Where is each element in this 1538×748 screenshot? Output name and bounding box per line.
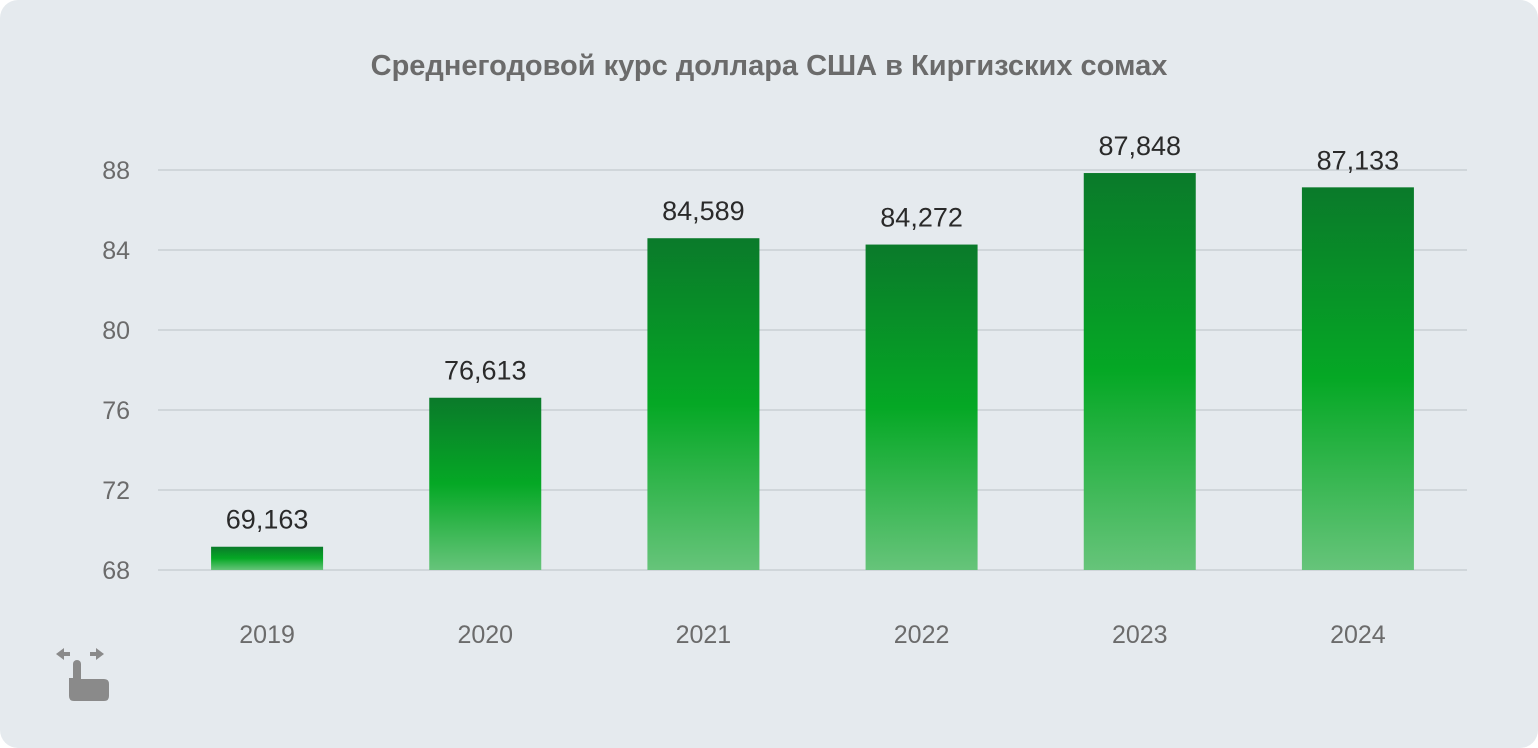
y-tick-label: 84 xyxy=(102,237,130,265)
y-tick-label: 76 xyxy=(102,397,130,425)
bar-value-label: 84,272 xyxy=(880,203,963,233)
bar-2023 xyxy=(1083,173,1196,571)
bar-2022 xyxy=(865,244,978,570)
chart-title: Среднегодовой курс доллара США в Киргизс… xyxy=(370,50,1168,82)
bar-2019 xyxy=(211,546,324,570)
x-tick-label: 2021 xyxy=(676,621,732,649)
x-tick-label: 2020 xyxy=(457,621,513,649)
bar-value-label: 76,613 xyxy=(444,356,527,386)
bar-2021 xyxy=(647,238,760,570)
bar-value-label: 69,163 xyxy=(226,505,309,535)
y-tick-label: 80 xyxy=(102,317,130,345)
bar-2024 xyxy=(1301,187,1414,570)
y-tick-label: 72 xyxy=(102,477,130,505)
x-tick-label: 2024 xyxy=(1330,621,1386,649)
bar-value-label: 84,589 xyxy=(662,196,745,226)
x-tick-label: 2019 xyxy=(239,621,295,649)
bar-value-label: 87,133 xyxy=(1317,145,1400,175)
y-tick-label: 68 xyxy=(102,557,130,585)
x-tick-label: 2023 xyxy=(1112,621,1168,649)
x-tick-label: 2022 xyxy=(894,621,950,649)
bar-value-label: 87,848 xyxy=(1098,131,1181,161)
swipe-horizontal-icon xyxy=(52,644,112,704)
bar-2020 xyxy=(429,397,542,570)
y-tick-label: 88 xyxy=(102,157,130,185)
